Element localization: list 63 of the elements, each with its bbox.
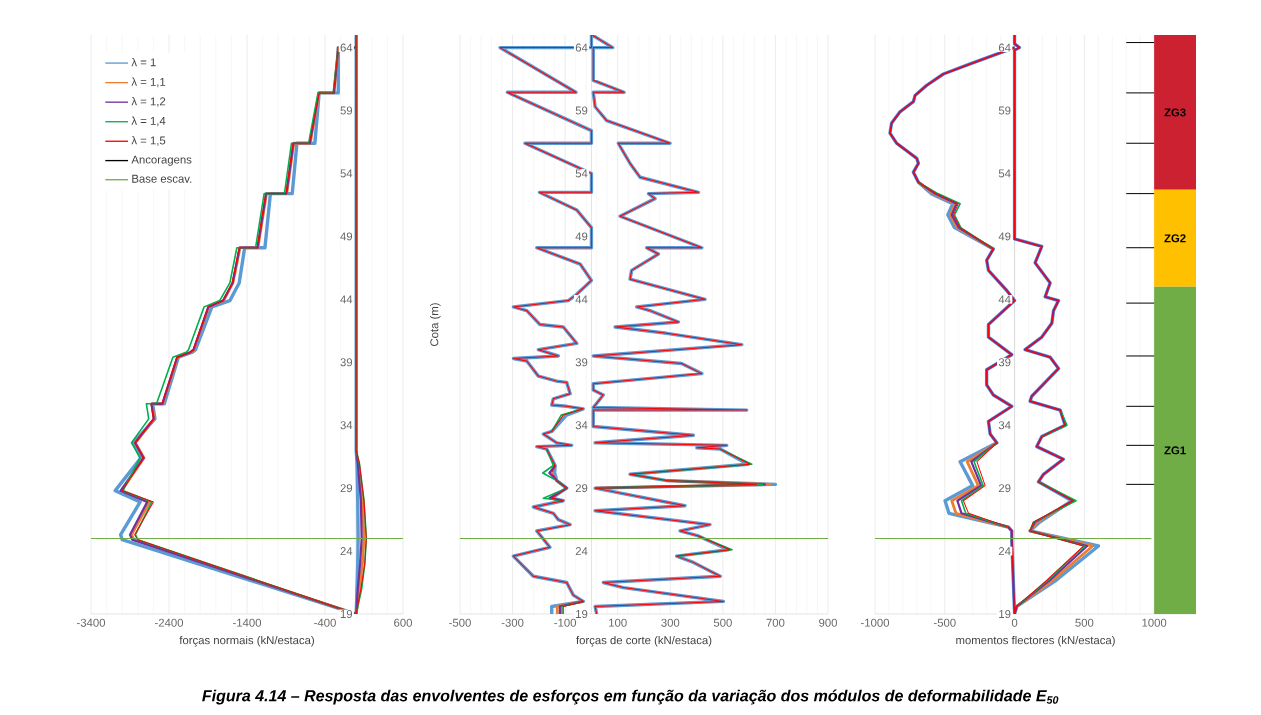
y-tick-label: 49: [575, 232, 588, 241]
x-tick-label: -2400: [155, 618, 184, 627]
x-tick-label: -300: [501, 618, 524, 627]
legend-label: λ = 1,5: [131, 136, 166, 146]
y-tick-label: 34: [575, 421, 588, 430]
y-tick-label: 29: [340, 484, 353, 493]
y-tick-label: 64: [998, 43, 1011, 52]
x-tick-label: 500: [1075, 618, 1094, 627]
text: Figura 4.14 – Resposta das envolventes de esforços em função da variação dos módulos de deformabilidade E$_{50}$: [202, 689, 1059, 705]
x-tick-label: 900: [819, 618, 838, 627]
y-tick-label: 24: [340, 547, 353, 556]
x-tick-label: -100: [554, 618, 577, 627]
y-tick-label: 29: [575, 484, 588, 493]
y-tick-label: 54: [340, 169, 353, 178]
y-tick-label: 59: [340, 106, 353, 115]
x-tick-label: -1000: [861, 618, 890, 627]
band-label: ZG2: [1164, 234, 1186, 243]
text: Base escav.: [132, 174, 192, 183]
y-tick-label: 34: [340, 421, 353, 430]
y-tick-label: 44: [998, 295, 1011, 304]
y-tick-label: 54: [575, 169, 588, 178]
x-tick-label: 500: [713, 618, 732, 627]
x-tick-label: 300: [661, 618, 680, 627]
x-axis-title: momentos flectores (kN/estaca): [956, 635, 1115, 647]
x-tick-label: -400: [314, 618, 336, 627]
x-tick-label: -1400: [233, 618, 262, 627]
legend-label: λ = 1,4: [131, 116, 166, 127]
y-tick-label: 64: [575, 43, 588, 52]
y-tick-label: 44: [575, 295, 588, 304]
y-tick-label: 59: [998, 106, 1011, 115]
legend-label: λ = 1: [131, 57, 156, 67]
x-axis-title: forças de corte (kN/estaca): [576, 635, 712, 647]
y-tick-label: 39: [340, 358, 353, 367]
y-tick-label: 24: [998, 547, 1011, 556]
x-tick-label: 1000: [1142, 618, 1167, 627]
y-tick-label: 19: [576, 610, 588, 619]
y-axis-title: Cota (m): [430, 303, 441, 346]
y-tick-label: 39: [575, 358, 588, 367]
x-tick-label: 100: [609, 618, 627, 627]
y-tick-label: 44: [340, 295, 353, 304]
x-tick-label: 700: [766, 618, 785, 627]
x-tick-label: 600: [394, 618, 412, 627]
x-axis-title: forças normais (kN/estaca): [179, 635, 314, 647]
y-tick-label: 49: [998, 232, 1011, 241]
y-tick-label: 64: [340, 43, 353, 52]
y-tick-label: 29: [998, 484, 1011, 493]
y-tick-label: 34: [998, 421, 1011, 430]
text: Ancoragens: [131, 155, 192, 166]
band-label: ZG3: [1164, 108, 1186, 117]
legend-label: λ = 1,2: [131, 97, 166, 107]
y-tick-label: 19: [340, 610, 353, 619]
x-tick-label: -500: [449, 618, 471, 627]
y-tick-label: 24: [575, 547, 588, 556]
x-tick-label: -500: [933, 618, 956, 627]
y-tick-label: 49: [340, 232, 353, 241]
x-tick-label: 0: [1011, 618, 1018, 627]
x-tick-label: -3400: [77, 618, 106, 627]
y-tick-label: 59: [575, 106, 588, 115]
band-label: ZG1: [1164, 446, 1186, 455]
y-tick-label: 39: [998, 358, 1011, 367]
legend-label: λ = 1,1: [131, 77, 166, 88]
y-tick-label: 19: [999, 610, 1011, 619]
y-tick-label: 54: [998, 169, 1011, 178]
